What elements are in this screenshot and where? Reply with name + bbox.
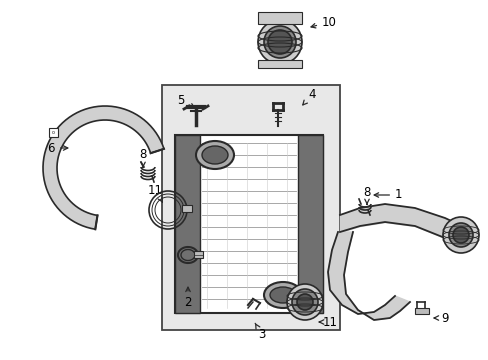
Circle shape (448, 223, 472, 247)
Bar (162, 85, 339, 330)
Text: 4: 4 (302, 89, 315, 105)
Circle shape (258, 20, 302, 64)
Bar (258, 12, 302, 24)
Text: 10: 10 (310, 15, 336, 28)
Text: o: o (52, 130, 55, 135)
Bar (49, 128, 58, 137)
Circle shape (264, 26, 295, 58)
Polygon shape (43, 106, 163, 229)
Ellipse shape (269, 287, 295, 303)
Text: 9: 9 (433, 311, 447, 324)
Text: 5: 5 (177, 94, 194, 108)
Text: 6: 6 (47, 141, 68, 154)
Polygon shape (327, 232, 409, 320)
Text: 11: 11 (148, 184, 163, 202)
Circle shape (286, 284, 323, 320)
Bar (194, 251, 203, 258)
Text: 2: 2 (184, 287, 191, 310)
Circle shape (267, 30, 291, 54)
Circle shape (291, 289, 317, 315)
Ellipse shape (196, 141, 234, 169)
Circle shape (296, 294, 312, 310)
Text: 1: 1 (373, 189, 402, 202)
Text: 8: 8 (139, 148, 146, 167)
Circle shape (452, 227, 468, 243)
Ellipse shape (202, 146, 227, 164)
Bar (182, 205, 192, 212)
Text: 11: 11 (319, 315, 337, 328)
Bar (414, 308, 428, 314)
Circle shape (442, 217, 478, 253)
Text: 7: 7 (446, 221, 465, 234)
Bar (258, 60, 302, 68)
Bar (175, 135, 200, 313)
Text: 8: 8 (363, 185, 370, 204)
Ellipse shape (264, 282, 302, 308)
Bar (297, 135, 323, 313)
Bar (175, 135, 323, 313)
Text: 3: 3 (255, 323, 265, 342)
